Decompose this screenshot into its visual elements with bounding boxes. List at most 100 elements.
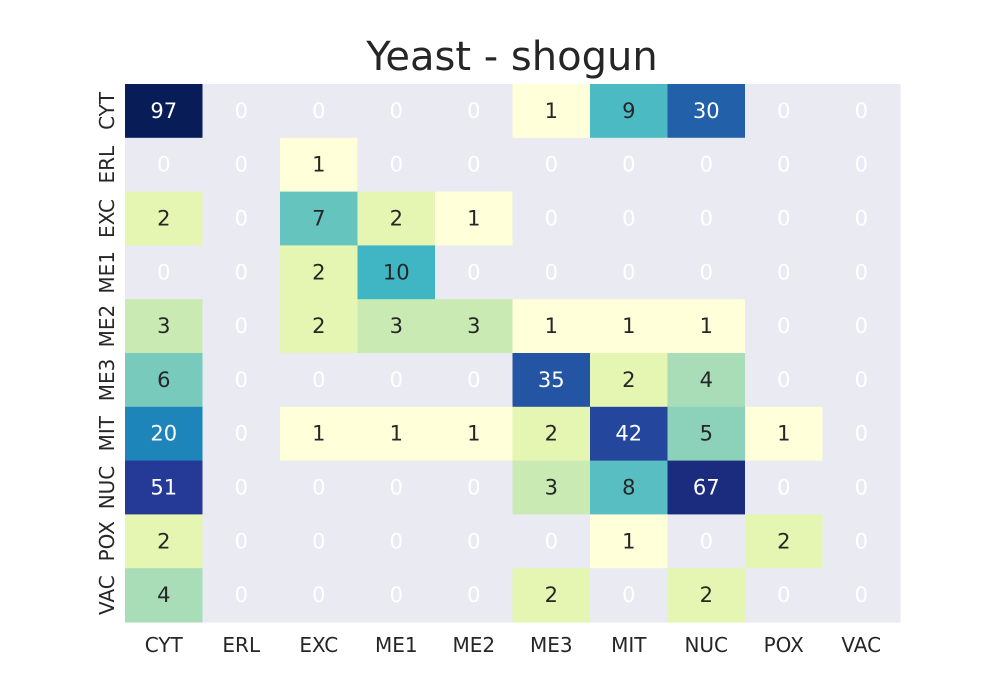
heatmap-cell-mit-vac <box>822 406 901 462</box>
x-tick-label-erl: ERL <box>222 633 261 657</box>
cell-value-label: 0 <box>855 260 868 284</box>
cell-value-label: 5 <box>700 422 713 446</box>
heatmap-cell-exc-exc <box>280 191 358 246</box>
cell-value-label: 10 <box>383 260 410 284</box>
cell-value-label: 0 <box>545 207 558 231</box>
heatmap-cell-cyt-exc <box>280 84 358 139</box>
heatmap-cell-mit-me1 <box>357 406 436 462</box>
heatmap-cell-exc-me1 <box>357 191 436 246</box>
heatmap-cell-me2-me3 <box>512 299 591 354</box>
heatmap-cell-nuc-erl <box>202 460 281 515</box>
heatmap-cell-me2-erl <box>202 299 281 354</box>
heatmap-cell-vac-nuc <box>667 568 746 623</box>
heatmap-cell-cyt-me3 <box>512 84 591 139</box>
cell-value-label: 1 <box>312 422 325 446</box>
cell-value-label: 0 <box>467 99 480 123</box>
heatmap-cell-me3-me1 <box>357 353 436 408</box>
heatmap-cell-vac-mit <box>590 568 668 623</box>
cell-value-label: 8 <box>622 476 635 500</box>
heatmap-cell-me3-cyt <box>125 353 203 408</box>
heatmap-cell-mit-pox <box>745 406 823 462</box>
cell-value-label: 2 <box>622 368 635 392</box>
heatmap-cell-me2-cyt <box>125 299 203 354</box>
cell-value-label: 0 <box>235 153 248 177</box>
heatmap-cell-me2-exc <box>280 299 358 354</box>
heatmap-cell-erl-mit <box>590 137 668 193</box>
cell-value-label: 4 <box>700 368 713 392</box>
heatmap-cell-exc-vac <box>822 191 901 246</box>
heatmap-cell-nuc-cyt <box>125 460 203 515</box>
heatmap-cell-vac-me2 <box>435 568 513 623</box>
cell-value-label: 3 <box>157 314 170 338</box>
heatmap-cell-nuc-exc <box>280 460 358 515</box>
cell-value-label: 0 <box>235 314 248 338</box>
cell-value-label: 7 <box>312 207 325 231</box>
cell-value-label: 0 <box>390 476 403 500</box>
cell-value-label: 2 <box>157 529 170 553</box>
heatmap-cell-erl-me1 <box>357 137 436 193</box>
heatmap-cell-cyt-mit <box>590 84 668 139</box>
heatmap-cell-exc-pox <box>745 191 823 246</box>
cell-value-label: 0 <box>312 99 325 123</box>
cell-value-label: 20 <box>150 422 177 446</box>
cell-value-label: 0 <box>855 476 868 500</box>
x-tick-label-mit: MIT <box>611 633 647 657</box>
cell-value-label: 0 <box>855 207 868 231</box>
cell-value-label: 1 <box>467 207 480 231</box>
cell-value-label: 0 <box>777 476 790 500</box>
heatmap-cells: 97 0 0 0 0 1 9 30 0 00 0 1 0 0 0 0 0 0 02 0 7 2 1 0 0 0 0 00 0 2 10 0 0 0… <box>125 84 901 623</box>
heatmap-cell-me2-mit <box>590 299 668 354</box>
heatmap-cell-mit-erl <box>202 406 281 462</box>
heatmap-cell-me1-exc <box>280 245 358 300</box>
heatmap-cell-me1-pox <box>745 245 823 300</box>
x-tick-label-pox: POX <box>764 633 805 657</box>
cell-value-label: 1 <box>545 99 558 123</box>
cell-value-label: 0 <box>467 583 480 607</box>
heatmap-cell-nuc-pox <box>745 460 823 515</box>
cell-value-label: 0 <box>855 422 868 446</box>
heatmap-cell-erl-me3 <box>512 137 591 193</box>
cell-value-label: 0 <box>777 260 790 284</box>
cell-value-label: 0 <box>700 529 713 553</box>
heatmap-cell-pox-exc <box>280 514 358 569</box>
heatmap-cell-me1-erl <box>202 245 281 300</box>
heatmap-cell-nuc-mit <box>590 460 668 515</box>
cell-value-label: 1 <box>312 153 325 177</box>
cell-value-label: 0 <box>777 583 790 607</box>
y-tick-labels: CYT ERL EXC ME1 ME2 ME3 MIT NUC POX VAC <box>95 91 119 615</box>
heatmap-cell-me2-me2 <box>435 299 513 354</box>
heatmap-cell-pox-erl <box>202 514 281 569</box>
cell-value-label: 0 <box>545 529 558 553</box>
y-tick-label-me2: ME2 <box>95 305 119 348</box>
y-tick-label-pox: POX <box>95 521 119 562</box>
heatmap-cell-erl-pox <box>745 137 823 193</box>
cell-value-label: 0 <box>545 153 558 177</box>
cell-value-label: 0 <box>235 476 248 500</box>
heatmap-cell-me1-vac <box>822 245 901 300</box>
cell-value-label: 35 <box>538 368 565 392</box>
heatmap-cell-vac-pox <box>745 568 823 623</box>
cell-value-label: 0 <box>235 368 248 392</box>
heatmap-cell-pox-cyt <box>125 514 203 569</box>
heatmap-cell-cyt-me2 <box>435 84 513 139</box>
cell-value-label: 0 <box>777 99 790 123</box>
cell-value-label: 0 <box>855 529 868 553</box>
cell-value-label: 0 <box>622 583 635 607</box>
heatmap-cell-erl-erl <box>202 137 281 193</box>
heatmap-cell-cyt-nuc <box>667 84 746 139</box>
cell-value-label: 0 <box>312 476 325 500</box>
heatmap-cell-me1-mit <box>590 245 668 300</box>
heatmap-cell-me2-pox <box>745 299 823 354</box>
heatmap-cell-me1-me3 <box>512 245 591 300</box>
heatmap-cell-mit-cyt <box>125 406 203 462</box>
heatmap-cell-me3-exc <box>280 353 358 408</box>
cell-value-label: 2 <box>312 260 325 284</box>
cell-value-label: 2 <box>545 583 558 607</box>
cell-value-label: 2 <box>157 207 170 231</box>
cell-value-label: 3 <box>467 314 480 338</box>
heatmap-cell-erl-cyt <box>125 137 203 193</box>
x-tick-label-nuc: NUC <box>684 633 728 657</box>
cell-value-label: 0 <box>235 207 248 231</box>
heatmap-cell-pox-vac <box>822 514 901 569</box>
heatmap-cell-cyt-cyt <box>125 84 203 139</box>
